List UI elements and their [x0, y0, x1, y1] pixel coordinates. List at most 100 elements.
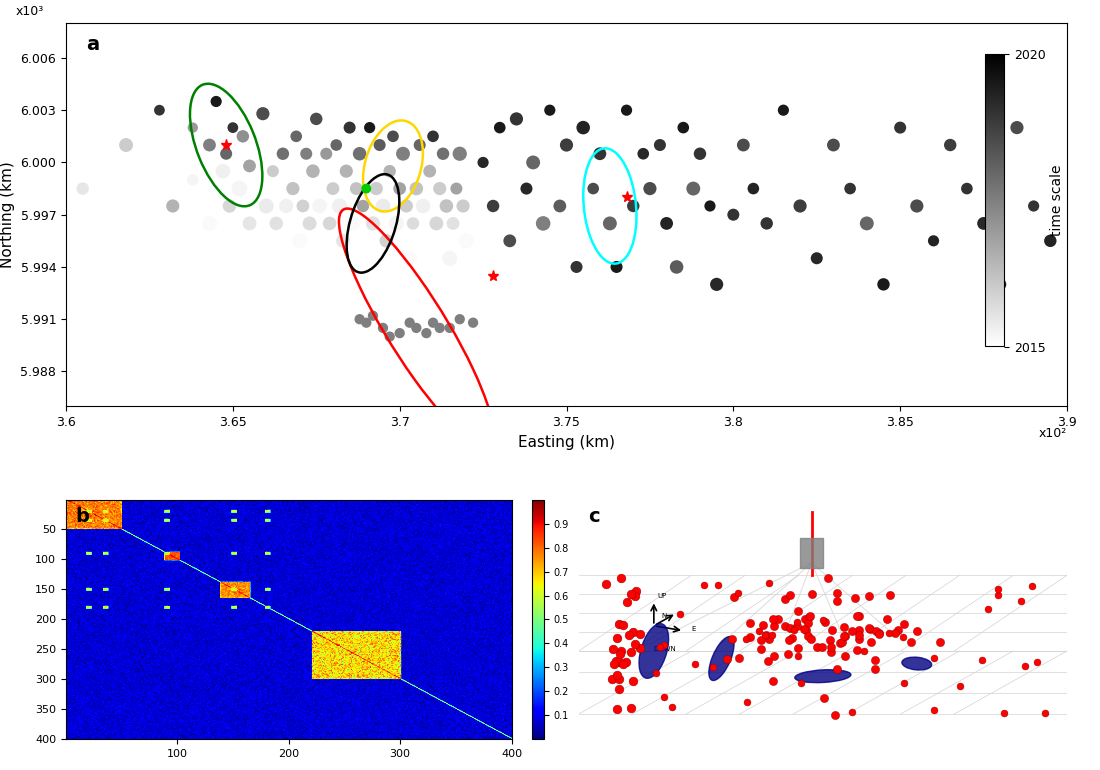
Point — [474, 156, 492, 169]
Point — [221, 200, 239, 213]
Point — [850, 609, 868, 621]
Point — [341, 122, 359, 134]
Point — [738, 696, 756, 708]
Point — [315, 252, 332, 264]
Point — [264, 165, 282, 177]
Point — [284, 182, 301, 195]
Point — [658, 217, 675, 229]
Point — [730, 652, 748, 665]
Point — [641, 182, 659, 195]
Point — [837, 631, 855, 643]
Point — [848, 610, 866, 622]
Point — [551, 200, 569, 213]
Point — [741, 618, 759, 630]
Point — [631, 628, 649, 640]
Point — [625, 626, 642, 638]
Point — [755, 619, 772, 631]
Point — [627, 585, 645, 598]
Point — [74, 182, 91, 195]
Point — [952, 681, 969, 693]
Point — [974, 654, 991, 666]
Point — [241, 159, 258, 172]
Point — [381, 165, 398, 177]
Point — [290, 235, 308, 247]
Point — [942, 139, 959, 151]
Point — [856, 645, 873, 658]
Point — [425, 130, 442, 142]
Point — [344, 217, 362, 229]
Point — [691, 148, 708, 160]
Point — [802, 632, 820, 644]
Point — [541, 104, 559, 116]
Point — [925, 235, 943, 247]
Point — [431, 322, 449, 334]
Point — [390, 182, 408, 195]
Point — [760, 633, 778, 645]
Point — [866, 654, 883, 666]
Point — [704, 661, 722, 674]
Point — [408, 182, 426, 195]
Point — [434, 148, 452, 160]
Point — [118, 139, 135, 151]
Point — [224, 122, 242, 134]
Point — [451, 313, 469, 326]
Point — [889, 624, 906, 636]
Point — [518, 182, 536, 195]
Point — [448, 182, 465, 195]
Point — [1025, 200, 1043, 213]
Point — [835, 630, 852, 642]
Point — [759, 654, 777, 667]
Ellipse shape — [795, 670, 851, 683]
Bar — [801, 537, 823, 567]
Text: N: N — [661, 613, 667, 619]
Point — [321, 217, 339, 229]
Point — [400, 252, 418, 264]
Point — [798, 624, 815, 636]
Point — [318, 148, 336, 160]
Point — [418, 327, 436, 340]
Point — [764, 675, 782, 687]
Point — [656, 638, 673, 651]
Point — [294, 200, 311, 213]
Point — [421, 165, 439, 177]
Point — [287, 130, 305, 142]
Point — [454, 200, 472, 213]
Text: b: b — [75, 507, 89, 526]
Point — [858, 217, 876, 229]
Point — [535, 217, 552, 229]
Point — [813, 641, 830, 653]
Point — [766, 619, 783, 631]
Point — [895, 677, 913, 689]
Point — [808, 641, 826, 653]
Point — [631, 642, 649, 654]
Point — [822, 634, 839, 646]
Point — [351, 313, 369, 326]
Point — [1015, 659, 1033, 671]
Point — [741, 631, 759, 643]
Point — [231, 182, 249, 195]
Point — [626, 638, 644, 651]
Point — [757, 629, 774, 641]
Point — [1042, 235, 1059, 247]
Point — [695, 579, 713, 591]
Point — [769, 613, 786, 625]
Point — [387, 217, 405, 229]
Point — [558, 139, 575, 151]
Point — [348, 182, 365, 195]
Point — [207, 95, 224, 108]
Point — [351, 148, 369, 160]
Point — [735, 139, 752, 151]
Point — [251, 235, 268, 247]
Point — [364, 217, 382, 229]
Point — [707, 278, 725, 290]
Point — [390, 327, 408, 340]
Point — [789, 620, 806, 632]
Point — [618, 104, 636, 116]
Point — [614, 619, 631, 631]
Point — [1009, 122, 1026, 134]
Point — [441, 322, 459, 334]
Point — [737, 633, 755, 645]
Point — [441, 252, 459, 264]
Point — [663, 701, 681, 713]
Point — [909, 625, 926, 638]
